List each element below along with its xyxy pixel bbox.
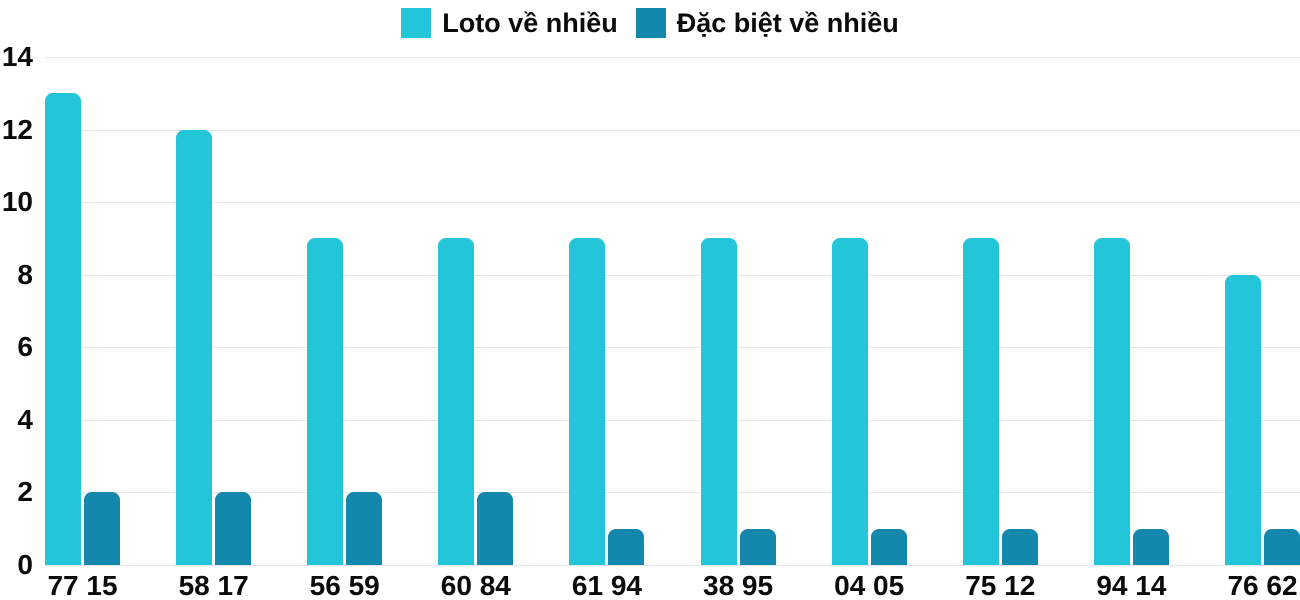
bar-dacbiet[interactable]	[739, 528, 776, 565]
gridline	[45, 419, 1300, 421]
bar-loto[interactable]	[831, 238, 868, 565]
bar-group: 58 17	[176, 57, 252, 600]
y-axis-label: 10	[1, 186, 33, 218]
gridline	[45, 274, 1300, 276]
bar-loto[interactable]	[1224, 274, 1261, 565]
legend-swatch-dacbiet-icon	[635, 8, 666, 38]
bar-dacbiet[interactable]	[477, 492, 514, 565]
x-axis-label: 76 62	[1227, 570, 1298, 600]
y-axis-label: 4	[17, 403, 33, 435]
bar-group: 76 62	[1224, 57, 1300, 600]
chart-legend: Loto về nhiều Đặc biệt về nhiều	[0, 8, 1300, 38]
bar-loto[interactable]	[962, 238, 999, 565]
bar-dacbiet[interactable]	[1001, 528, 1038, 565]
bar-loto[interactable]	[569, 238, 606, 565]
legend-swatch-loto-icon	[401, 8, 432, 38]
bar-loto[interactable]	[438, 238, 475, 565]
x-axis-label: 04 05	[834, 570, 905, 600]
x-axis-label: 94 14	[1096, 570, 1167, 600]
x-axis-label: 38 95	[703, 570, 774, 600]
y-axis-label: 6	[17, 331, 33, 363]
bar-group: 56 59	[307, 57, 383, 600]
gridline	[45, 202, 1300, 204]
y-axis-label: 0	[17, 549, 33, 580]
gridline	[45, 492, 1300, 494]
bar-group: 77 15	[45, 57, 120, 600]
x-axis-label: 56 59	[309, 570, 380, 600]
bar-dacbiet[interactable]	[346, 492, 383, 565]
bar-groups: 77 15 58 17 56 59 60 84 61 94 38 95 04 05 75 12…	[45, 57, 1300, 600]
bar-group: 38 95	[700, 57, 776, 600]
y-axis-label: 14	[1, 41, 33, 72]
bar-dacbiet[interactable]	[870, 528, 907, 565]
plot-area: 77 15 58 17 56 59 60 84 61 94 38 95 04 05 75 12…	[45, 57, 1300, 600]
bar-loto[interactable]	[700, 238, 737, 565]
x-axis-label: 75 12	[965, 570, 1036, 600]
x-axis-label: 61 94	[571, 570, 642, 600]
y-axis-label: 8	[17, 258, 33, 290]
legend-item-dacbiet[interactable]: Đặc biệt về nhiều	[635, 7, 899, 38]
bar-dacbiet[interactable]	[84, 492, 120, 565]
y-axis-label: 2	[17, 476, 33, 508]
bar-loto[interactable]	[45, 93, 81, 565]
x-axis-label: 60 84	[440, 570, 511, 600]
bar-dacbiet[interactable]	[215, 492, 252, 565]
bar-loto[interactable]	[176, 129, 213, 565]
bar-dacbiet[interactable]	[1132, 528, 1169, 565]
gridline	[45, 57, 1300, 58]
legend-label-dacbiet: Đặc biệt về nhiều	[676, 7, 899, 38]
bar-group: 75 12	[962, 57, 1038, 600]
bar-dacbiet[interactable]	[608, 528, 645, 565]
bar-group: 60 84	[438, 57, 514, 600]
bar-group: 04 05	[831, 57, 907, 600]
gridline	[45, 565, 1300, 566]
legend-label-loto: Loto về nhiều	[442, 7, 618, 38]
gridline	[45, 129, 1300, 131]
gridline	[45, 347, 1300, 349]
bar-loto[interactable]	[307, 238, 344, 565]
y-axis-label: 12	[1, 113, 33, 145]
legend-item-loto[interactable]: Loto về nhiều	[401, 8, 618, 38]
x-axis-label: 77 15	[47, 570, 118, 600]
bar-loto[interactable]	[1093, 238, 1130, 565]
bar-group: 94 14	[1093, 57, 1169, 600]
bar-dacbiet[interactable]	[1263, 528, 1300, 565]
bar-group: 61 94	[569, 57, 645, 600]
x-axis-label: 58 17	[178, 570, 249, 600]
